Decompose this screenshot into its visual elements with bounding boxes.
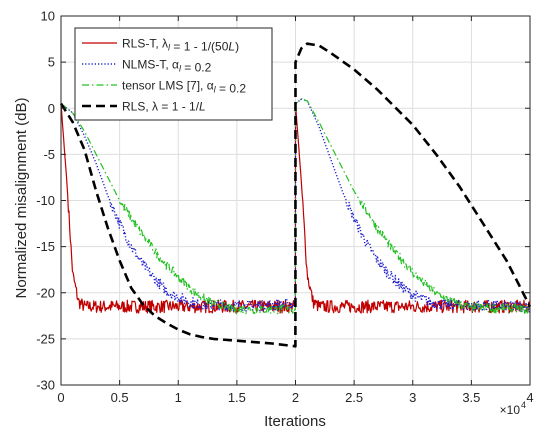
legend-text-part: l <box>179 64 182 74</box>
y-tick-label: -15 <box>36 239 55 254</box>
y-axis-label: Normalized misalignment (dB) <box>13 98 30 299</box>
legend-text-part: RLS, <box>122 100 152 114</box>
legend-entry-2: NLMS-T, αl = 0.2 <box>82 58 212 75</box>
x-multiplier-base: ×10 <box>500 403 521 417</box>
axes <box>60 15 531 386</box>
y-tick-label: 0 <box>48 101 55 116</box>
legend-text-part: L <box>228 40 235 54</box>
y-tick-label: -5 <box>43 147 55 162</box>
x-multiplier-exponent: 4 <box>521 400 526 410</box>
series-group <box>59 42 532 348</box>
y-tick-label: -20 <box>36 285 55 300</box>
legend-entry-1: RLS-T, λl = 1 - 1/(50L) <box>82 37 239 54</box>
x-tick-label: 0.5 <box>111 390 129 405</box>
y-tick-label: 10 <box>41 9 55 24</box>
legend-text-part: RLS-T, <box>122 37 162 51</box>
legend-text-part: NLMS-T, <box>122 58 172 72</box>
x-tick-label: 1.5 <box>228 390 246 405</box>
plot-frame <box>60 15 531 386</box>
legend: RLS-T, λl = 1 - 1/(50L)NLMS-T, αl = 0.2t… <box>74 27 273 121</box>
legend-text-part: = 1 - 1/ <box>158 100 200 114</box>
legend-label: RLS, λ = 1 - 1/L <box>122 100 206 114</box>
legend-text-part: = 1 - 1/(50 <box>170 40 229 54</box>
legend-text-part: α <box>172 58 179 72</box>
tick-labels: 0 0.5 1 1.5 2 2.5 3 3.5 4 -30 -25 -20 -15 -10 -5 0 5 10 <box>36 9 533 406</box>
y-tick-label: -30 <box>36 378 55 393</box>
x-tick-label: 2 <box>292 390 299 405</box>
y-tick-label: -25 <box>36 331 55 346</box>
x-tick-label: 1 <box>175 390 182 405</box>
legend-text-part: λ <box>162 37 168 51</box>
x-tick-label: 0 <box>57 390 64 405</box>
legend-text-part: l <box>168 43 171 53</box>
x-axis-label: Iterations <box>264 413 326 430</box>
x-tick-label: 4 <box>526 390 533 405</box>
series-line-4 <box>59 42 532 348</box>
legend-text-part: L <box>199 100 206 114</box>
x-tick-label: 2.5 <box>345 390 363 405</box>
y-tick-label: 5 <box>48 55 55 70</box>
x-tick-label: 3.5 <box>462 390 480 405</box>
legend-text-part: tensor LMS [7], <box>122 79 207 93</box>
legend-entry-3: tensor LMS [7], αl = 0.2 <box>82 79 246 96</box>
legend-label: NLMS-T, αl = 0.2 <box>122 58 212 75</box>
legend-text-part: α <box>207 79 214 93</box>
legend-text-part: ) <box>235 40 239 54</box>
x-multiplier: ×10 4 <box>500 400 526 417</box>
legend-text-part: λ <box>152 100 158 114</box>
legend-text-part: l <box>214 85 217 95</box>
legend-label: RLS-T, λl = 1 - 1/(50L) <box>122 37 239 54</box>
x-tick-label: 3 <box>409 390 416 405</box>
legend-entry-4: RLS, λ = 1 - 1/L <box>82 100 206 114</box>
y-tick-label: -10 <box>36 193 55 208</box>
legend-text-part: = 0.2 <box>216 82 247 96</box>
legend-label: tensor LMS [7], αl = 0.2 <box>122 79 246 96</box>
legend-text-part: = 0.2 <box>181 61 212 75</box>
